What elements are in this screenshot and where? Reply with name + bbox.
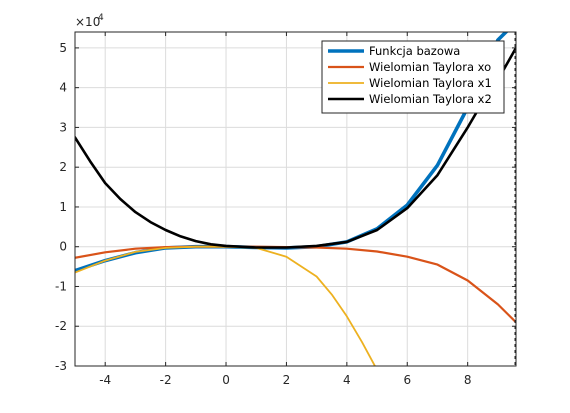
x-tick-label: -4 [99,373,111,387]
x-tick-label: 4 [343,373,351,387]
tick-labels: -4 -2 0 2 4 6 8 -3 -2 -1 0 1 2 3 4 5 [55,41,471,387]
axes-frame [74,31,517,367]
y-tick-label: 5 [59,41,67,55]
y-multiplier-label: ×10 [75,15,100,29]
legend-label: Wielomian Taylora x1 [369,76,492,90]
legend: Funkcja bazowa Wielomian Taylora xo Wielom… [321,40,505,114]
ticks [75,32,516,367]
y-tick-label: 1 [59,200,67,214]
x-tick-label: 8 [464,373,472,387]
legend-box [321,40,505,114]
legend-label: Wielomian Taylora xo [369,60,491,74]
x-tick-label: 2 [283,373,291,387]
series-line [75,46,516,249]
legend-label: Funkcja bazowa [369,44,460,58]
x-tick-label: 6 [403,373,411,387]
x-tick-label: 0 [222,373,230,387]
y-tick-label: 4 [59,81,67,95]
y-tick-label: -3 [55,359,67,373]
y-multiplier-exponent: 4 [98,13,104,23]
y-tick-label: 3 [59,120,67,134]
legend-label: Wielomian Taylora x2 [369,92,492,106]
x-tick-label: -2 [160,373,172,387]
y-tick-label: -1 [55,279,67,293]
y-tick-label: 2 [59,160,67,174]
y-tick-label: -2 [55,319,67,333]
y-tick-label: 0 [59,240,67,254]
